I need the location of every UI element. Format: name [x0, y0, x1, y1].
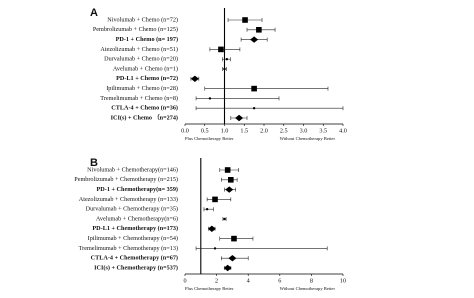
x-tick-label: 6 [278, 277, 281, 284]
point [235, 114, 244, 122]
point [207, 225, 216, 232]
point [223, 67, 226, 71]
row-label: Atezolizumab + Chemotherapy (n=133) [79, 196, 178, 203]
x-tick-label: 0.0 [181, 127, 189, 134]
point [223, 217, 226, 221]
panel-label: B [90, 157, 98, 169]
row-label: PD-1 + Chemotherapy(n= 359) [97, 186, 178, 193]
x-tick-label: 2 [215, 277, 218, 284]
row-label: Durvalumab + Chemotherapy (n=35) [86, 206, 178, 213]
row-label: Tremelimumab + Chemotherapy (n=13) [79, 245, 178, 252]
row-label: ICI(s) + Chemo （n=274) [111, 113, 178, 121]
row-label: PD-L1 + Chemotherapy (n=173) [92, 225, 178, 232]
row-label: Nivolumab + Chemo (n=72) [107, 16, 178, 23]
point [223, 264, 232, 272]
point [252, 107, 256, 110]
point [205, 208, 209, 211]
point [190, 75, 199, 82]
point [228, 177, 234, 183]
row-label: Pembrolizumab + Chemo (n=125) [93, 26, 178, 33]
row-label: CTLA-4 + Chemo (n=36) [111, 105, 178, 112]
point [225, 186, 234, 193]
x-tick-label: 1.5 [240, 127, 248, 134]
row-label: Nivolumab + Chemotherapy(n=146) [87, 166, 178, 173]
row-label: Avelumab + Chemo (n=1) [113, 65, 178, 72]
x-tick-label: 0.5 [201, 127, 209, 134]
row-label: PD-1 + Chemo (n= 197) [116, 36, 178, 43]
x-tick-label: 1.0 [221, 127, 229, 134]
row-label: PD-L1 + Chemo (n=72) [116, 75, 178, 82]
point [251, 85, 257, 92]
point [224, 167, 231, 173]
x-tick-label: 2.5 [280, 127, 288, 134]
axis-note: Plus Chemotherapy Better [185, 136, 234, 141]
x-tick-label: 3.0 [300, 127, 308, 134]
axis-note: Without Chemotherapy Better [280, 136, 336, 141]
row-label: Tremelimumab + Chemo (n=8) [100, 95, 178, 102]
x-tick-label: 3.5 [319, 127, 327, 134]
point [231, 235, 237, 242]
x-tick-label: 4.0 [339, 127, 347, 134]
x-tick-label: 2.0 [260, 127, 268, 134]
point [256, 27, 262, 33]
point [218, 46, 224, 53]
point [242, 17, 248, 23]
x-tick-label: 0 [183, 277, 186, 284]
x-tick-label: 4 [247, 277, 250, 284]
point [225, 58, 229, 61]
row-label: Avelumab + Chemotherapy(n=6) [96, 215, 178, 222]
row-label: Ipilimumab + Chemotherapy (n=54) [88, 235, 178, 242]
axis-note: Without Chemotherapy Better [280, 286, 336, 291]
row-label: Pembrolizumab + Chemotherapy (n=215) [74, 176, 178, 183]
x-tick-label: 8 [310, 277, 313, 284]
point [208, 97, 212, 100]
point [250, 36, 259, 43]
point [213, 247, 217, 250]
point [212, 196, 218, 203]
panel-label: A [90, 7, 98, 19]
row-label: CTLA-4 + Chemotherapy (n=67) [91, 255, 178, 262]
row-label: Atezolizumab + Chemo (n=51) [100, 46, 178, 53]
row-label: Ipilimumab + Chemo (n=28) [106, 85, 178, 92]
point [228, 255, 237, 262]
row-label: ICI(s) + Chemotherapy (n=537) [94, 264, 178, 271]
row-label: Durvalumab + Chemo (n=20) [104, 56, 178, 63]
x-tick-label: 10 [340, 277, 346, 284]
axis-note: Plus Chemotherapy Better [185, 286, 234, 291]
